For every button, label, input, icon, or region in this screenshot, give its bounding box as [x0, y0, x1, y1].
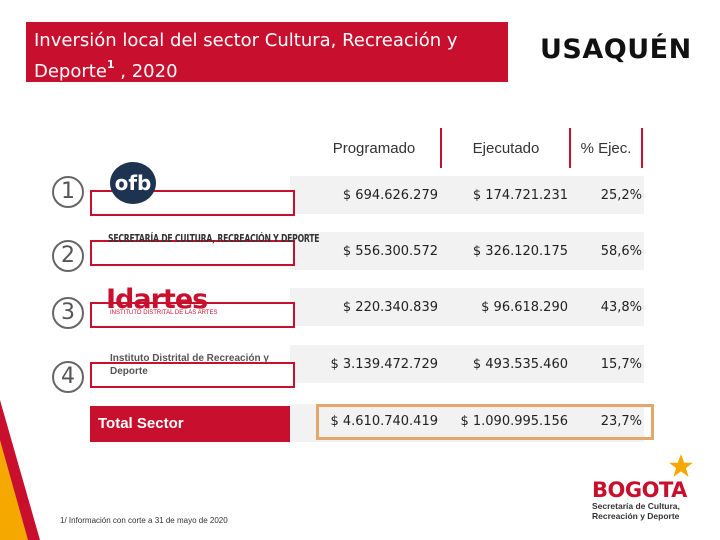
entity-box — [90, 302, 295, 328]
column-divider — [440, 128, 442, 168]
row-number: 2 — [52, 240, 84, 272]
cell-ejecutado: $ 326.120.175 — [472, 244, 568, 259]
ofb-logo: ofb — [110, 162, 156, 204]
cell-programado: $ 220.340.839 — [342, 300, 438, 315]
row-band — [290, 345, 644, 383]
row-number: 1 — [52, 176, 84, 208]
row-band — [290, 288, 644, 326]
column-divider — [569, 128, 571, 168]
col-header-pct: % Ejec. — [580, 140, 632, 157]
idrd-logo: Instituto Distrital de Recreación y Depo… — [110, 353, 269, 377]
title-banner: Inversión local del sector Cultura, Recr… — [26, 22, 508, 82]
total-programado: $ 4.610.740.419 — [330, 414, 438, 429]
scrd-logo: SECRETARÍA DE CULTURA, RECREACIÓN Y DEPO… — [108, 232, 320, 245]
cell-pct: 15,7% — [600, 357, 642, 372]
bogota-logo-subtitle: Secretaría de Cultura, Recreación y Depo… — [592, 501, 680, 521]
cell-ejecutado: $ 96.618.290 — [481, 300, 568, 315]
title-line-1: Inversión local del sector Cultura, Recr… — [34, 30, 458, 51]
column-divider — [641, 128, 643, 168]
row-band — [290, 232, 644, 270]
cell-programado: $ 694.626.279 — [342, 188, 438, 203]
cell-ejecutado: $ 493.535.460 — [472, 357, 568, 372]
cell-programado: $ 556.300.572 — [342, 244, 438, 259]
total-ejecutado: $ 1.090.995.156 — [460, 414, 568, 429]
cell-pct: 25,2% — [600, 188, 642, 203]
row-number: 3 — [52, 297, 84, 329]
cell-pct: 58,6% — [600, 244, 642, 259]
entity-box — [90, 362, 295, 388]
footnote-marker: 1 — [106, 58, 115, 71]
locality-name: USAQUÉN — [540, 34, 692, 65]
total-highlight-frame — [316, 404, 654, 440]
cell-programado: $ 3.139.472.729 — [330, 357, 438, 372]
row-band — [290, 404, 644, 442]
col-header-programado: Programado — [332, 140, 416, 157]
total-pct: 23,7% — [600, 414, 642, 429]
idartes-logo: Idartes — [106, 284, 208, 315]
decorative-triangle — [0, 400, 40, 540]
cell-pct: 43,8% — [600, 300, 642, 315]
col-header-ejecutado: Ejecutado — [472, 140, 540, 157]
idartes-logo-subtitle: INSTITUTO DISTRITAL DE LAS ARTES — [110, 310, 218, 316]
title-line-2: Deporte1 , 2020 — [34, 58, 178, 82]
entity-box — [90, 240, 295, 266]
footnote: 1/ Información con corte a 31 de mayo de… — [60, 516, 228, 525]
row-band — [290, 176, 644, 214]
cell-ejecutado: $ 174.721.231 — [472, 188, 568, 203]
bogota-logo-word: BOGOTA — [592, 478, 687, 502]
star-icon — [669, 454, 693, 477]
total-sector-label: Total Sector — [90, 406, 290, 442]
row-number: 4 — [52, 361, 84, 393]
